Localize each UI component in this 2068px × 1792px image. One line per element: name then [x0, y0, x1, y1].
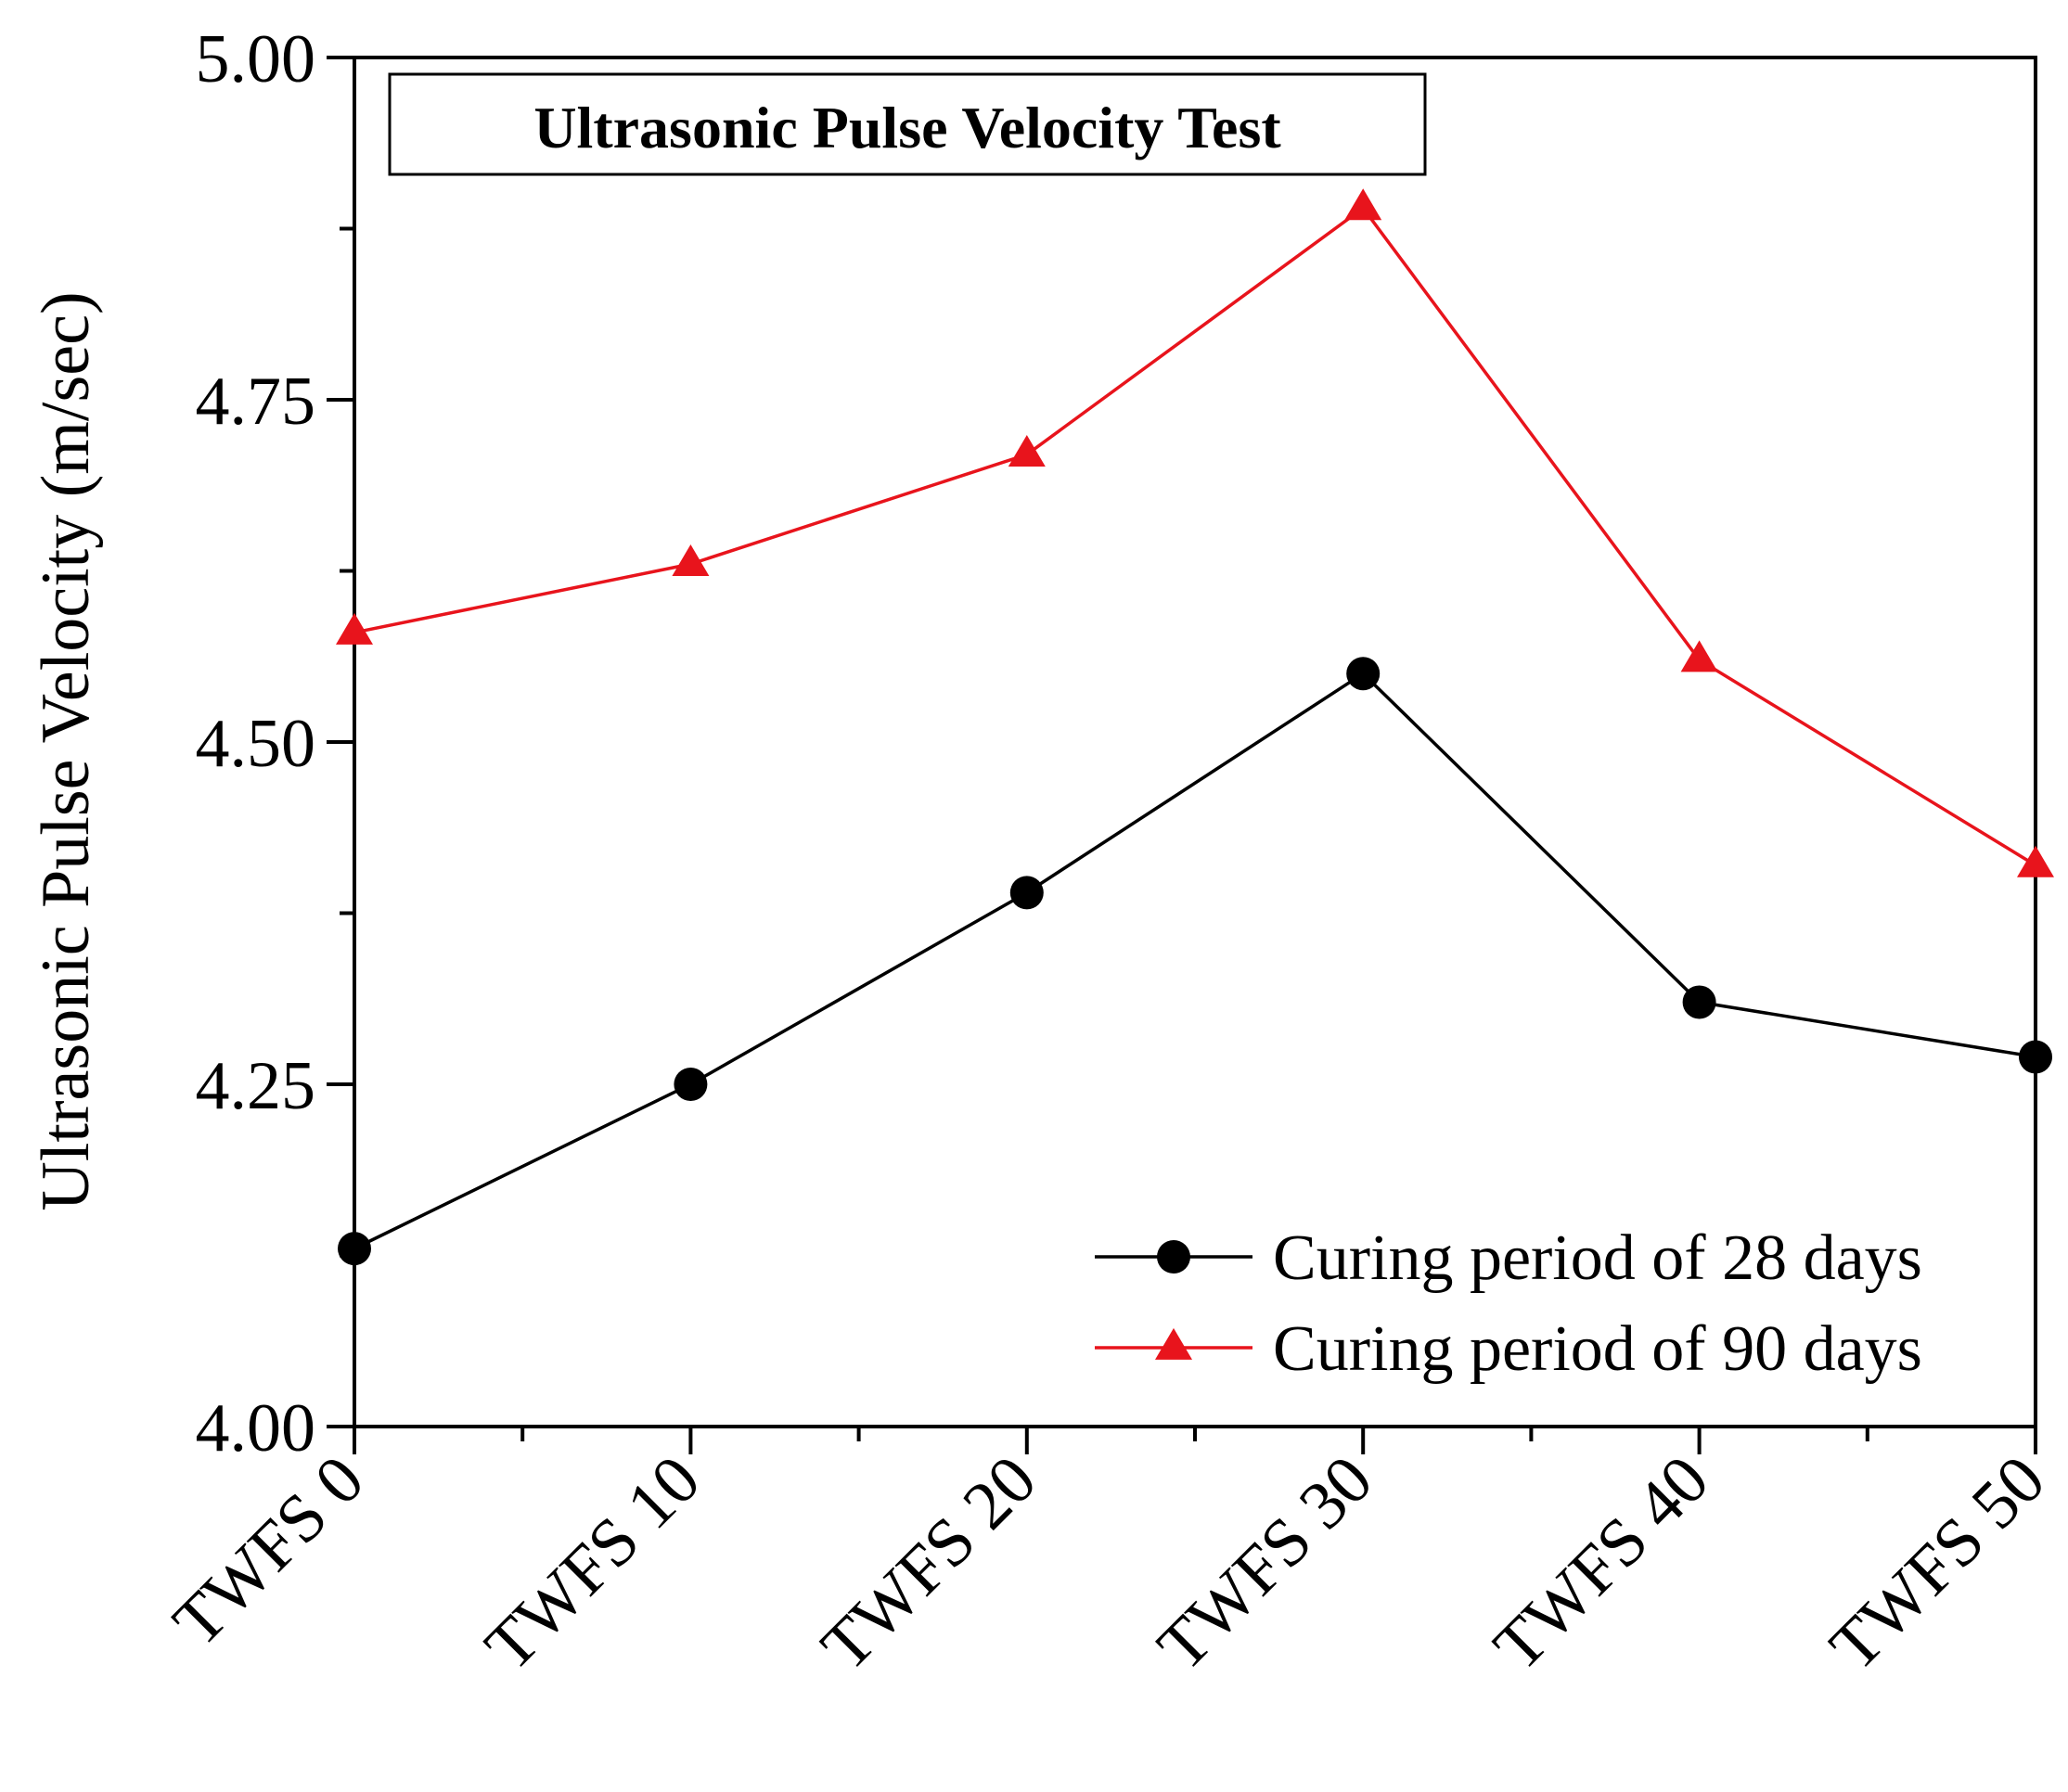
data-point: [1009, 876, 1044, 910]
series-1: [338, 657, 2052, 1266]
legend-marker: [1157, 1240, 1190, 1274]
data-point: [336, 612, 373, 645]
legend-label: Curing period of 90 days: [1273, 1313, 1922, 1385]
data-point: [1680, 640, 1718, 672]
x-axis: TWFS 0 TWFS 10 TWFS 20 TWFS 30 TWFS 40 TWFS 5…: [159, 1427, 2060, 1685]
x-category-label: TWFS 0: [159, 1441, 379, 1661]
chart-title-box: Ultrasonic Pulse Velocity Test: [388, 72, 1427, 176]
y-axis-title: Ultrasonic Pulse Velocity (m/sec): [28, 291, 104, 1210]
plot-frame: [353, 56, 2037, 1428]
legend-label: Curing period of 28 days: [1273, 1222, 1922, 1294]
series-line: [353, 671, 2036, 1250]
x-category-label: TWFS 50: [1816, 1441, 2060, 1685]
legend-marker: [1155, 1327, 1192, 1360]
data-point: [2017, 845, 2054, 877]
legend: Curing period of 28 days Curing period of…: [1095, 1222, 1922, 1385]
data-point: [674, 1068, 708, 1101]
y-tick-label: 4.50: [196, 706, 316, 782]
y-tick-label: 4.00: [196, 1390, 316, 1466]
data-point: [1344, 188, 1382, 221]
x-category-label: TWFS 40: [1480, 1441, 1724, 1685]
x-category-label: TWFS 10: [470, 1441, 714, 1685]
series-2: [336, 188, 2054, 877]
data-point: [1682, 985, 1716, 1019]
data-point: [1008, 434, 1046, 467]
chart-title: Ultrasonic Pulse Velocity Test: [533, 95, 1281, 160]
series-line: [353, 205, 2036, 867]
y-axis: 4.00 4.25 4.50 4.75 5.00: [196, 21, 354, 1466]
x-category-label: TWFS 30: [1143, 1441, 1387, 1685]
data-point: [672, 544, 710, 577]
data-point: [2019, 1040, 2052, 1074]
x-category-label: TWFS 20: [807, 1441, 1051, 1685]
data-point: [338, 1232, 371, 1266]
y-tick-label: 5.00: [196, 21, 316, 97]
y-tick-label: 4.25: [196, 1048, 316, 1124]
series-layer: [336, 188, 2054, 1266]
chart-title-frame: [388, 72, 1427, 176]
y-tick-label: 4.75: [196, 364, 316, 440]
data-point: [1346, 657, 1381, 691]
